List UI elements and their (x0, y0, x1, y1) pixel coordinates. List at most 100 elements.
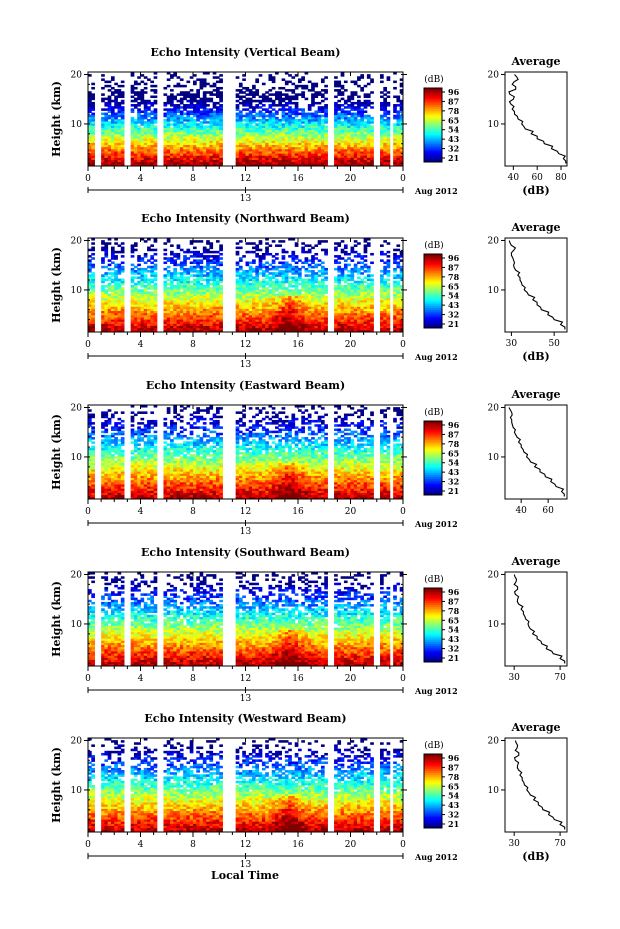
heatmap-cell (110, 308, 115, 312)
heatmap-cell (196, 116, 200, 120)
heatmap-cell (360, 163, 365, 167)
heatmap-cell (166, 278, 171, 282)
heatmap-cell (320, 319, 325, 322)
heatmap-cell (189, 106, 194, 109)
heatmap-cell (193, 325, 197, 329)
heatmap-cell (291, 265, 296, 269)
heatmap-cell (88, 267, 92, 271)
heatmap-cell (117, 302, 122, 305)
heatmap-cell (324, 302, 328, 305)
heatmap-cell (396, 97, 401, 101)
heatmap-cell (202, 121, 207, 124)
heatmap-cell (284, 323, 289, 326)
heatmap-cell (347, 140, 351, 143)
heatmap-cell (88, 101, 92, 105)
heatmap-cell (301, 242, 305, 245)
heatmap-cell (284, 278, 289, 282)
heatmap-cell (101, 93, 105, 96)
heatmap-cell (271, 116, 276, 120)
heatmap-cell (199, 148, 204, 152)
heatmap-cell (393, 106, 397, 109)
heatmap-cell (284, 327, 289, 331)
heatmap-cell (245, 291, 250, 294)
heatmap-cell (380, 148, 384, 152)
heatmap-cell (340, 323, 345, 326)
heatmap-cell (258, 325, 263, 329)
heatmap-cell (170, 310, 174, 314)
heatmap-cell (88, 304, 92, 307)
heatmap-cell (153, 125, 158, 128)
heatmap-cell (337, 80, 342, 84)
heatmap-cell (206, 265, 210, 269)
heatmap-cell (357, 163, 361, 167)
heatmap-cell (117, 136, 122, 139)
heatmap-cell (212, 106, 217, 109)
heatmap-cell (311, 125, 315, 128)
heatmap-cell (255, 252, 260, 256)
heatmap-cell (386, 161, 391, 165)
heatmap-cell (288, 327, 292, 331)
heatmap-cell (153, 95, 158, 99)
heatmap-cell (278, 274, 282, 277)
heatmap-cell (143, 76, 148, 79)
heatmap-cell (337, 261, 342, 265)
heatmap-cell (206, 82, 210, 86)
heatmap-cell (173, 267, 177, 271)
heatmap-cell (320, 161, 325, 165)
heatmap-cell (298, 317, 302, 320)
heatmap-cell (248, 304, 253, 307)
heatmap-cell (179, 142, 184, 146)
heatmap-cell (258, 280, 263, 284)
heatmap-cell (150, 329, 155, 333)
heatmap-cell (399, 89, 404, 92)
heatmap-cell (370, 157, 374, 160)
heatmap-cell (199, 114, 204, 118)
heatmap-cell (311, 312, 315, 316)
heatmap-cell (183, 293, 187, 297)
heatmap-cell (137, 144, 141, 148)
heatmap-cell (88, 327, 92, 331)
heatmap-cell (258, 114, 263, 118)
heatmap-cell (252, 108, 256, 111)
heatmap-cell (268, 153, 273, 156)
heatmap-cell (248, 287, 253, 290)
heatmap-cell (183, 142, 187, 146)
heatmap-cell (91, 116, 95, 120)
heatmap-cell (104, 248, 109, 252)
heatmap-cell (120, 155, 125, 158)
heatmap-cell (193, 289, 197, 292)
heatmap-cell (130, 121, 135, 124)
heatmap-cell (265, 144, 269, 148)
heatmap-cell (383, 99, 387, 103)
heatmap-cell (147, 280, 151, 284)
heatmap-cell (199, 146, 204, 150)
heatmap-cell (137, 267, 141, 271)
heatmap-cell (268, 138, 273, 141)
heatmap-cell (147, 142, 151, 146)
heatmap-cell (150, 146, 155, 150)
heatmap-cell (176, 106, 181, 109)
heatmap-cell (360, 86, 365, 90)
heatmap-cell (334, 323, 338, 326)
heatmap-cell (304, 131, 309, 135)
heatmap-cell (235, 263, 240, 267)
heatmap-cell (153, 285, 158, 288)
heatmap-cell (314, 163, 319, 167)
heatmap-cell (337, 270, 342, 273)
heatmap-cell (242, 127, 246, 131)
heatmap-cell (320, 270, 325, 273)
heatmap-cell (350, 108, 355, 111)
heatmap-cell (133, 319, 138, 322)
heatmap-cell (294, 159, 299, 163)
heatmap-cell (281, 255, 286, 258)
heatmap-cell (189, 250, 194, 254)
heatmap-cell (271, 240, 276, 243)
heatmap-cell (396, 140, 401, 143)
heatmap-cell (209, 272, 214, 275)
heatmap-cell (104, 319, 109, 322)
heatmap-cell (110, 323, 115, 326)
heatmap-cell (248, 123, 253, 126)
heatmap-cell (120, 287, 125, 290)
heatmap-cell (301, 125, 305, 128)
heatmap-cell (304, 293, 309, 297)
